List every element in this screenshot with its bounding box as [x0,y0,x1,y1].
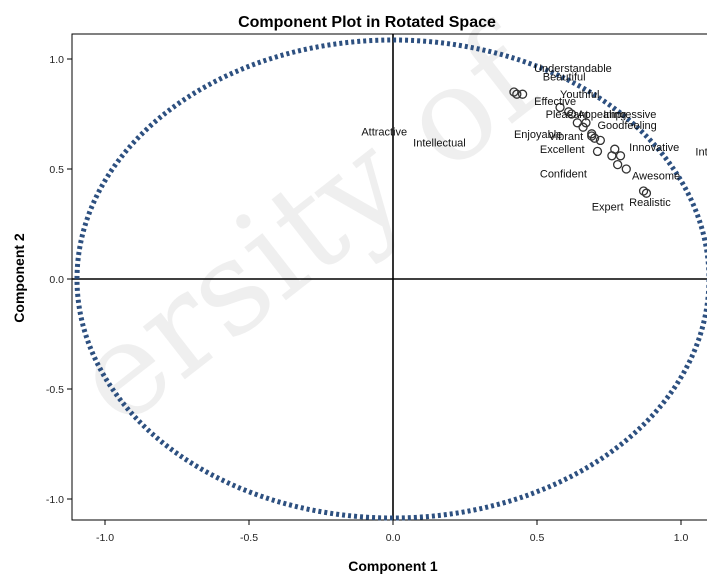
point-label: Effective [534,96,576,108]
data-point [595,135,606,146]
data-point [592,146,603,157]
y-tick-label: -0.5 [46,384,64,396]
point-label: Innovative [629,142,679,154]
data-point [615,151,626,161]
y-tick-label: 0.5 [49,164,64,176]
point-label: Excellent [540,144,585,156]
data-point [517,89,528,99]
axis-ticks: -1.0 -0.5 0.0 0.5 1.0 1.0 0.5 0.0 -0.5 -1.0 [46,54,689,544]
data-point [641,188,652,198]
data-point [638,186,649,196]
data-point [621,164,631,174]
data-point [607,151,617,161]
data-point [566,109,577,119]
x-tick-label: 0.5 [530,532,545,544]
point-label: Intelligent [695,146,707,158]
point-label: Vibrant [549,131,584,143]
reference-lines [72,34,707,520]
data-point [612,159,623,170]
y-tick-label: 0.0 [49,274,64,286]
data-points [509,87,652,198]
chart-title: Component Plot in Rotated Space [238,14,496,31]
point-label: Understandable [534,63,612,75]
data-point [587,131,597,141]
data-point [509,87,519,97]
y-tick-label: 1.0 [49,54,64,66]
background-watermark: ersity of [46,0,572,454]
y-tick-label: -1.0 [46,494,64,506]
point-label: Awesome [632,171,680,183]
point-label: Appealing [577,109,626,121]
x-tick-label: 1.0 [674,532,689,544]
point-label: Enjoyable [514,129,562,141]
point-label: Beautiful [543,72,586,84]
data-point [564,107,574,117]
data-point [512,89,522,99]
data-point [589,133,600,143]
point-label: Goodfeeling [597,120,656,132]
x-tick-label: -1.0 [96,532,114,544]
point-label: Intellectual [413,138,466,150]
x-axis-title: Component 1 [348,558,438,574]
data-point [581,118,591,128]
point-label: Attractive [361,127,407,139]
point-label: Youthful [560,89,599,101]
point-label: Expert [592,201,624,213]
x-tick-label: -0.5 [240,532,258,544]
x-tick-label: 0.0 [386,532,401,544]
point-label: Pleasant [546,109,589,121]
point-label: Confident [540,168,587,180]
point-label: Realistic [629,197,671,209]
point-label: Impressive [603,109,656,121]
y-axis-title: Component 2 [11,233,27,323]
data-point [555,102,565,113]
